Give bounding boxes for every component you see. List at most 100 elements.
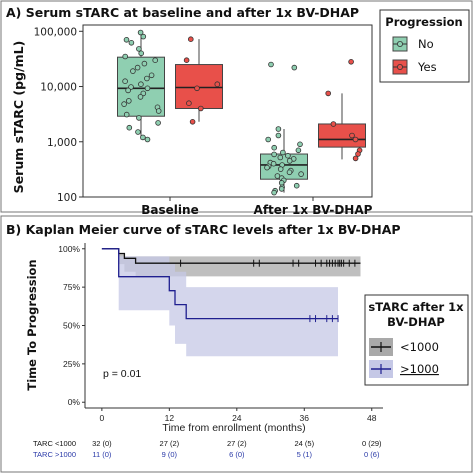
risk-table-cell: 24 (5) [294,439,314,448]
data-point [123,111,130,118]
y-tick-label: 100% [58,244,80,254]
data-point [125,87,131,94]
data-point [155,120,161,126]
y-tick-label: 75% [63,282,80,292]
data-point [214,81,221,87]
data-point [123,36,130,43]
risk-table-cell: 32 (0) [92,439,112,448]
legend-label: Yes [417,60,437,74]
data-point [122,78,128,84]
data-point [278,186,285,192]
data-point [140,90,147,97]
risk-table-label: TARC <1000 [33,439,76,448]
risk-table-label: TARC >1000 [33,450,76,459]
data-point [144,136,151,143]
data-point [298,171,304,177]
data-point [277,154,284,161]
data-point [188,36,194,42]
data-point [348,58,354,65]
data-point [186,100,192,106]
legend-swatch-point [396,64,403,71]
data-point [349,132,355,139]
data-point [194,85,200,92]
data-point [128,39,135,46]
panel-a-legend: Progression No Yes [379,9,470,83]
y-tick-label: 100 [57,192,77,204]
data-point [144,75,150,82]
data-point [271,151,277,158]
panel-b-plot: 0% 25% 50% 75% 100% 0 12 24 36 48 [58,243,383,423]
panel-b-legend-title-line-2: BV-DHAP [387,315,445,329]
data-point [271,189,277,196]
panel-b-title: B) Kaplan Meier curve of sTARC levels af… [6,222,401,237]
risk-table-cell: 27 (2) [160,439,180,448]
data-point [198,105,204,112]
data-point [130,68,136,74]
data-point [136,46,142,52]
y-tick-label: 0% [68,397,81,407]
data-point [274,173,281,179]
data-point [285,152,291,159]
data-point [352,155,359,162]
box-iqr [318,123,366,148]
data-point [138,81,144,87]
data-point [295,147,302,154]
data-point [140,134,146,141]
data-point [271,144,278,151]
data-point [155,108,162,114]
y-tick-label: 100,000 [34,26,77,38]
legend-label: No [418,37,434,51]
category-label: After 1x BV-DHAP [254,203,373,217]
data-point [275,132,282,139]
data-point [355,151,361,157]
data-point [268,61,274,68]
x-tick-label: 36 [300,413,310,423]
x-tick-label: 24 [232,413,242,423]
panel-b-x-title: Time from enrollment (months) [162,422,305,434]
km-curve [101,248,338,320]
legend-swatch-point [396,41,403,48]
y-tick-label: 25% [63,359,80,369]
category-label: Baseline [141,203,198,217]
data-point [148,72,155,79]
legend-label: >1000 [400,362,439,376]
y-tick-label: 50% [63,321,80,331]
data-point [183,57,190,63]
data-point [264,164,270,171]
risk-table-cell: 6 (0) [229,450,245,459]
data-point [189,119,196,125]
data-point [126,98,132,104]
risk-table-cell: 11 (0) [92,450,112,459]
data-point [297,141,303,148]
risk-table-cell: 0 (6) [364,450,380,459]
data-point [134,64,141,71]
panel-a-title: A) Serum sTARC at baseline and after 1x … [6,5,359,20]
panel-a-y-title: Serum sTARC (pg/mL) [11,41,26,194]
data-point [122,53,128,60]
data-point [136,115,142,121]
data-point [286,158,293,164]
p-value-annotation: p = 0.01 [103,368,141,380]
data-point [141,60,148,67]
data-point [137,94,144,100]
data-point [144,85,151,92]
data-point [280,149,286,156]
risk-table-cell: 0 (29) [362,439,382,448]
data-point [291,64,298,71]
data-point [277,166,284,172]
risk-table: TARC <1000 32 (0) 27 (2) 27 (2) 24 (5) 0 (29)… [33,439,382,459]
data-point [330,121,337,127]
km-confidence-band [101,248,339,357]
panel-b-legend-title-line-1: sTARC after 1x [368,300,464,314]
data-point [121,101,127,107]
x-tick-label: 12 [165,413,175,423]
x-tick-label: 48 [367,413,377,423]
data-point [140,33,147,40]
data-point [152,57,159,63]
panel-b-y-title: Time To Progression [25,259,39,390]
y-tick-label: 1,000 [47,137,77,149]
risk-table-cell: 9 (0) [162,450,178,459]
data-point [352,136,359,143]
risk-table-cell: 27 (2) [227,439,247,448]
